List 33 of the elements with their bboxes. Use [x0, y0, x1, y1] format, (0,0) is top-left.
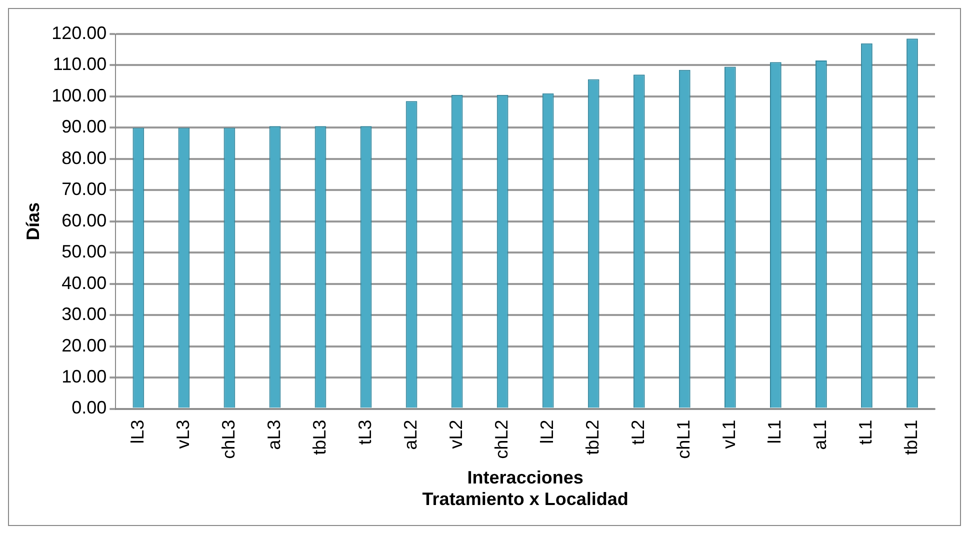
x-tick-label: tL1: [856, 420, 876, 445]
y-tick-label: 30.00: [62, 304, 107, 324]
y-tick-label: 0.00: [72, 398, 107, 418]
x-tick-label: chL2: [492, 420, 512, 459]
x-tick-label: chL1: [674, 420, 694, 459]
y-tick-label: 90.00: [62, 116, 107, 137]
x-tick-label: vL3: [172, 420, 193, 449]
y-tick-label: 10.00: [62, 366, 107, 387]
x-tick-label: aL2: [400, 420, 420, 450]
x-tick-label: chL3: [218, 420, 238, 459]
x-tick-label: lL2: [537, 420, 558, 444]
x-tick-label: tbL1: [901, 420, 922, 455]
y-tick-label: 70.00: [62, 179, 107, 200]
x-tick-label: vL1: [719, 420, 740, 449]
x-tick-label: aL1: [810, 420, 830, 450]
x-tick-label: tL2: [628, 420, 648, 445]
x-axis-title: Interacciones Tratamiento x Localidad: [422, 468, 628, 510]
y-tick-label: 100.00: [52, 85, 107, 106]
y-tick-label: 60.00: [62, 210, 107, 230]
x-tick-label: tL3: [354, 420, 375, 445]
x-tick-label: aL3: [264, 420, 284, 450]
x-tick-label: lL1: [764, 420, 785, 444]
y-tick-label: 50.00: [62, 242, 107, 262]
x-tick-label: lL3: [127, 420, 148, 444]
y-tick-label: 40.00: [62, 272, 107, 293]
y-tick-label: 110.00: [52, 54, 107, 74]
y-tick-label: 20.00: [62, 335, 107, 356]
x-tick-label: tbL3: [309, 420, 330, 455]
y-tick-label: 80.00: [62, 148, 107, 168]
y-axis-title: Días: [22, 202, 43, 240]
x-tick-label: vL2: [446, 420, 466, 449]
x-tick-label: tbL2: [582, 420, 603, 455]
y-tick-label: 120.00: [52, 22, 107, 43]
